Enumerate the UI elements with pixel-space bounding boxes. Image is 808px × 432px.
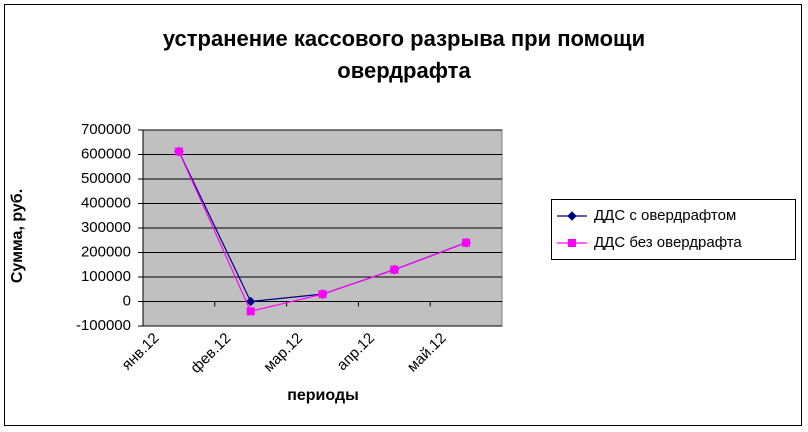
data-point bbox=[462, 238, 471, 247]
y-tick-label: 200000 bbox=[81, 243, 131, 260]
data-point bbox=[246, 307, 255, 316]
legend-label: ДДС без овердрафта bbox=[594, 234, 742, 251]
y-tick-label: -100000 bbox=[76, 317, 131, 334]
y-tick-label: 100000 bbox=[81, 268, 131, 285]
chart-title: овердрафта bbox=[337, 58, 471, 83]
legend-marker bbox=[568, 239, 576, 247]
y-axis-title: Сумма, руб. bbox=[9, 189, 26, 283]
data-point bbox=[245, 296, 256, 307]
y-tick-label: 600000 bbox=[81, 145, 131, 162]
x-axis-title: периоды bbox=[287, 387, 359, 404]
y-tick-label: 300000 bbox=[81, 219, 131, 236]
legend bbox=[551, 199, 796, 260]
y-tick-label: 700000 bbox=[81, 121, 131, 138]
legend-marker bbox=[567, 211, 577, 221]
data-point bbox=[318, 290, 327, 299]
chart-title: устранение кассового разрыва при помощи bbox=[163, 26, 645, 51]
y-tick-label: 0 bbox=[123, 292, 131, 309]
data-point bbox=[390, 265, 399, 274]
y-tick-label: 500000 bbox=[81, 170, 131, 187]
y-tick-label: 400000 bbox=[81, 194, 131, 211]
legend-label: ДДС с овердрафтом bbox=[594, 207, 736, 224]
data-point bbox=[174, 147, 183, 156]
